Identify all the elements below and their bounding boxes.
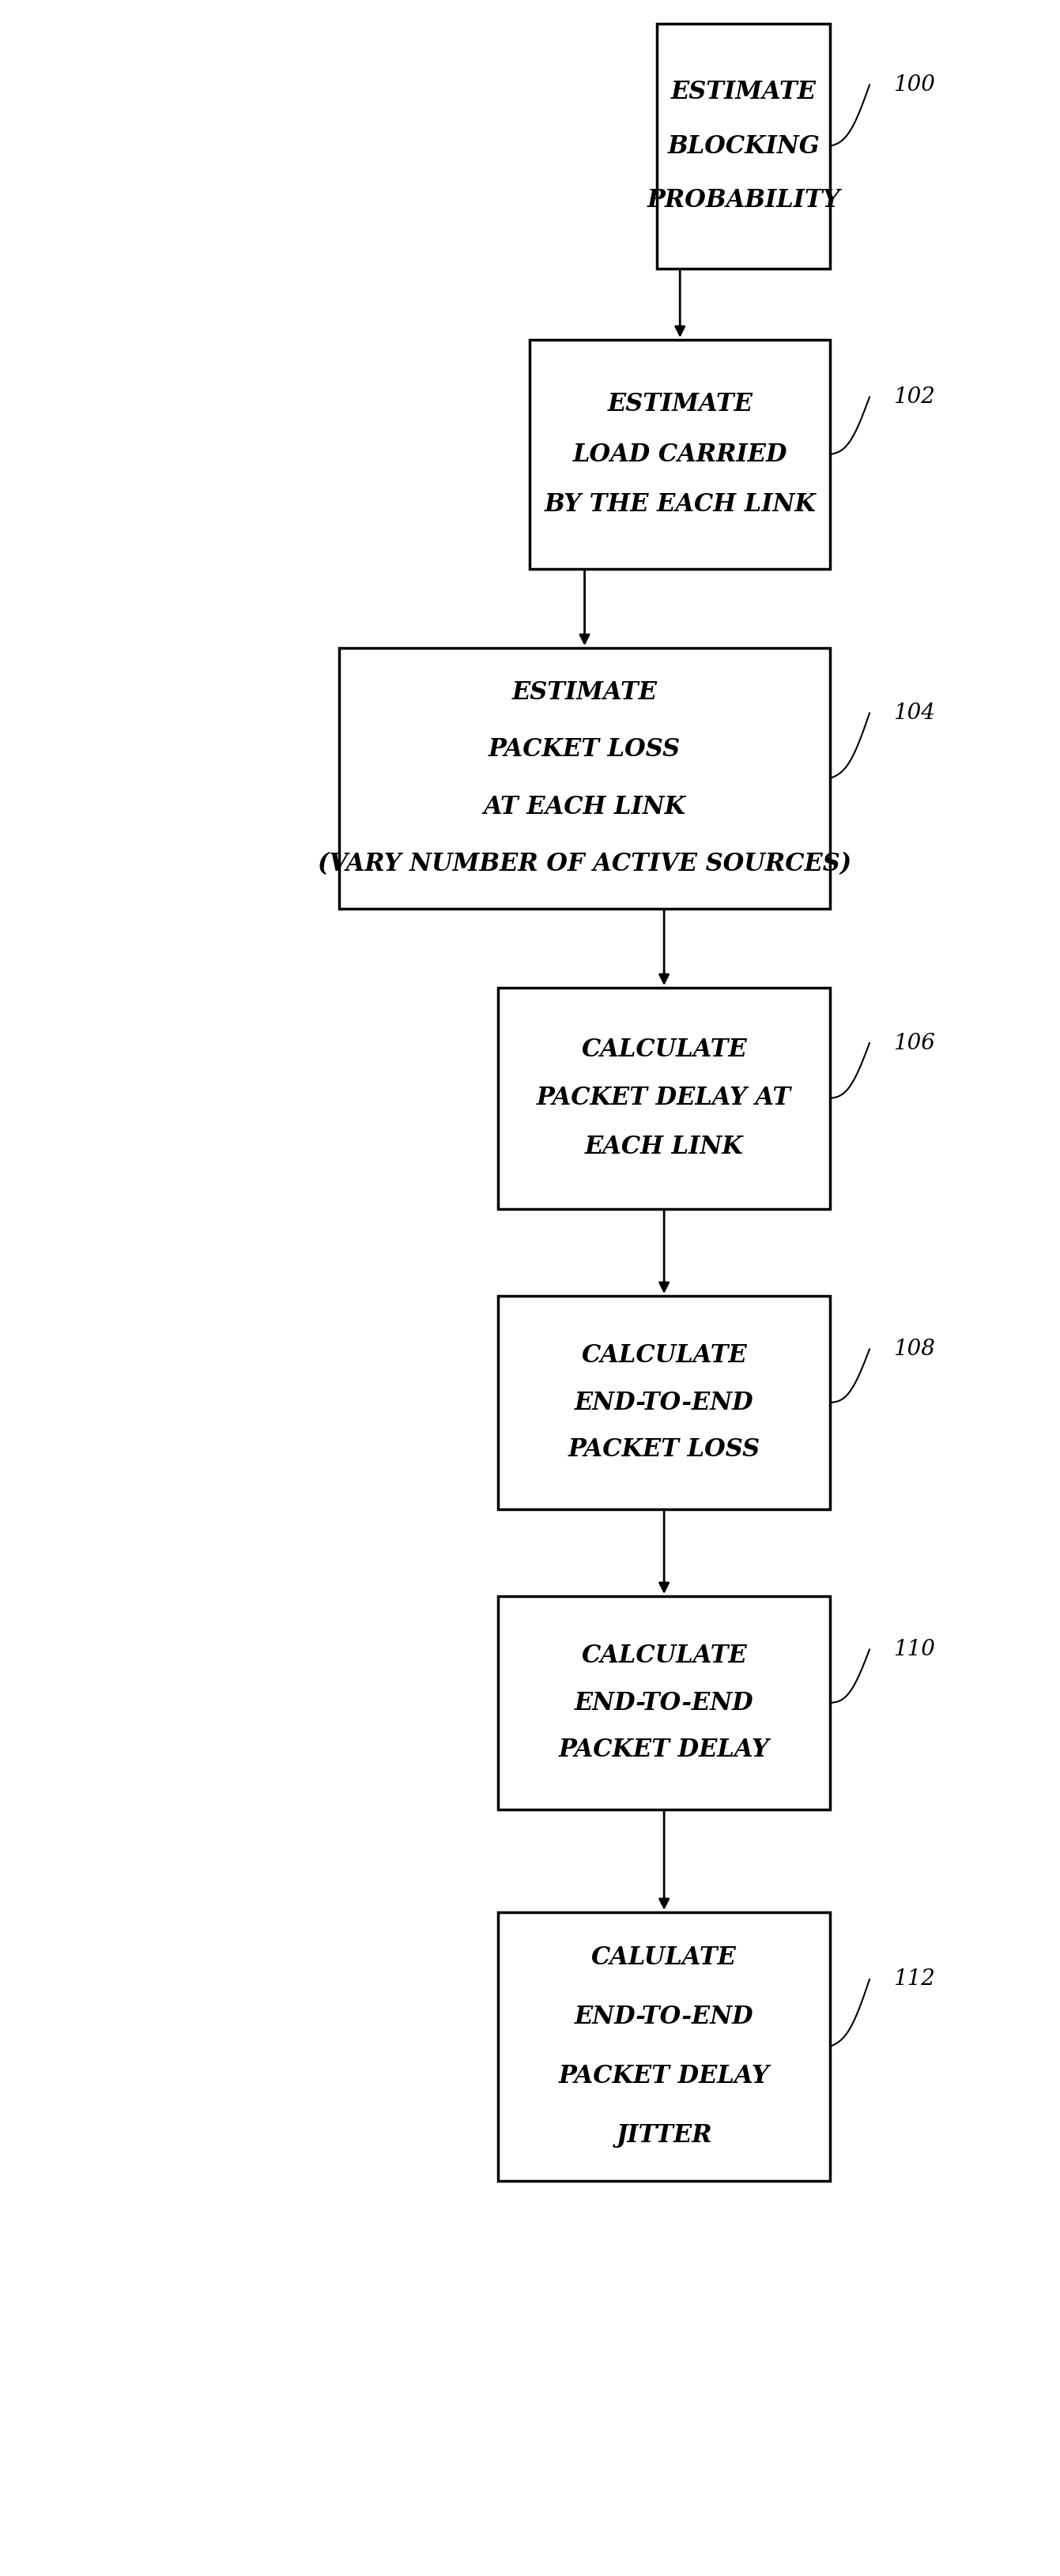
Text: LOAD CARRIED: LOAD CARRIED — [572, 443, 788, 466]
Text: ESTIMATE: ESTIMATE — [671, 80, 816, 106]
Text: (VARY NUMBER OF ACTIVE SOURCES): (VARY NUMBER OF ACTIVE SOURCES) — [318, 853, 851, 876]
Text: BLOCKING: BLOCKING — [668, 134, 819, 160]
Text: PACKET DELAY: PACKET DELAY — [559, 1739, 770, 1762]
Text: ESTIMATE: ESTIMATE — [512, 680, 657, 703]
Text: PACKET LOSS: PACKET LOSS — [489, 737, 681, 762]
Text: PACKET DELAY: PACKET DELAY — [559, 2063, 770, 2089]
Bar — [339, 649, 830, 909]
Text: PACKET DELAY AT: PACKET DELAY AT — [536, 1087, 792, 1110]
Bar — [498, 1911, 830, 2182]
Text: END-TO-END: END-TO-END — [575, 1690, 754, 1716]
Bar — [530, 340, 830, 569]
Text: CALULATE: CALULATE — [591, 1945, 737, 1971]
Bar — [498, 987, 830, 1208]
Text: JITTER: JITTER — [616, 2123, 712, 2148]
Bar — [498, 1296, 830, 1510]
Text: 112: 112 — [894, 1968, 935, 1991]
Text: 100: 100 — [894, 75, 935, 95]
Text: END-TO-END: END-TO-END — [575, 2004, 754, 2030]
Text: 110: 110 — [894, 1638, 935, 1659]
Bar — [498, 1597, 830, 1808]
Text: 106: 106 — [894, 1033, 935, 1054]
Text: CALCULATE: CALCULATE — [581, 1643, 747, 1669]
Text: CALCULATE: CALCULATE — [581, 1345, 747, 1368]
Text: EACH LINK: EACH LINK — [585, 1136, 743, 1159]
Text: PACKET LOSS: PACKET LOSS — [568, 1437, 760, 1461]
Bar — [657, 23, 830, 268]
Text: 108: 108 — [894, 1340, 935, 1360]
Text: 104: 104 — [894, 703, 935, 724]
Text: AT EACH LINK: AT EACH LINK — [483, 796, 686, 819]
Text: PROBABILITY: PROBABILITY — [647, 188, 841, 211]
Text: 102: 102 — [894, 386, 935, 407]
Text: BY THE EACH LINK: BY THE EACH LINK — [544, 492, 816, 518]
Text: ESTIMATE: ESTIMATE — [607, 392, 753, 417]
Text: CALCULATE: CALCULATE — [581, 1038, 747, 1061]
Text: END-TO-END: END-TO-END — [575, 1391, 754, 1414]
